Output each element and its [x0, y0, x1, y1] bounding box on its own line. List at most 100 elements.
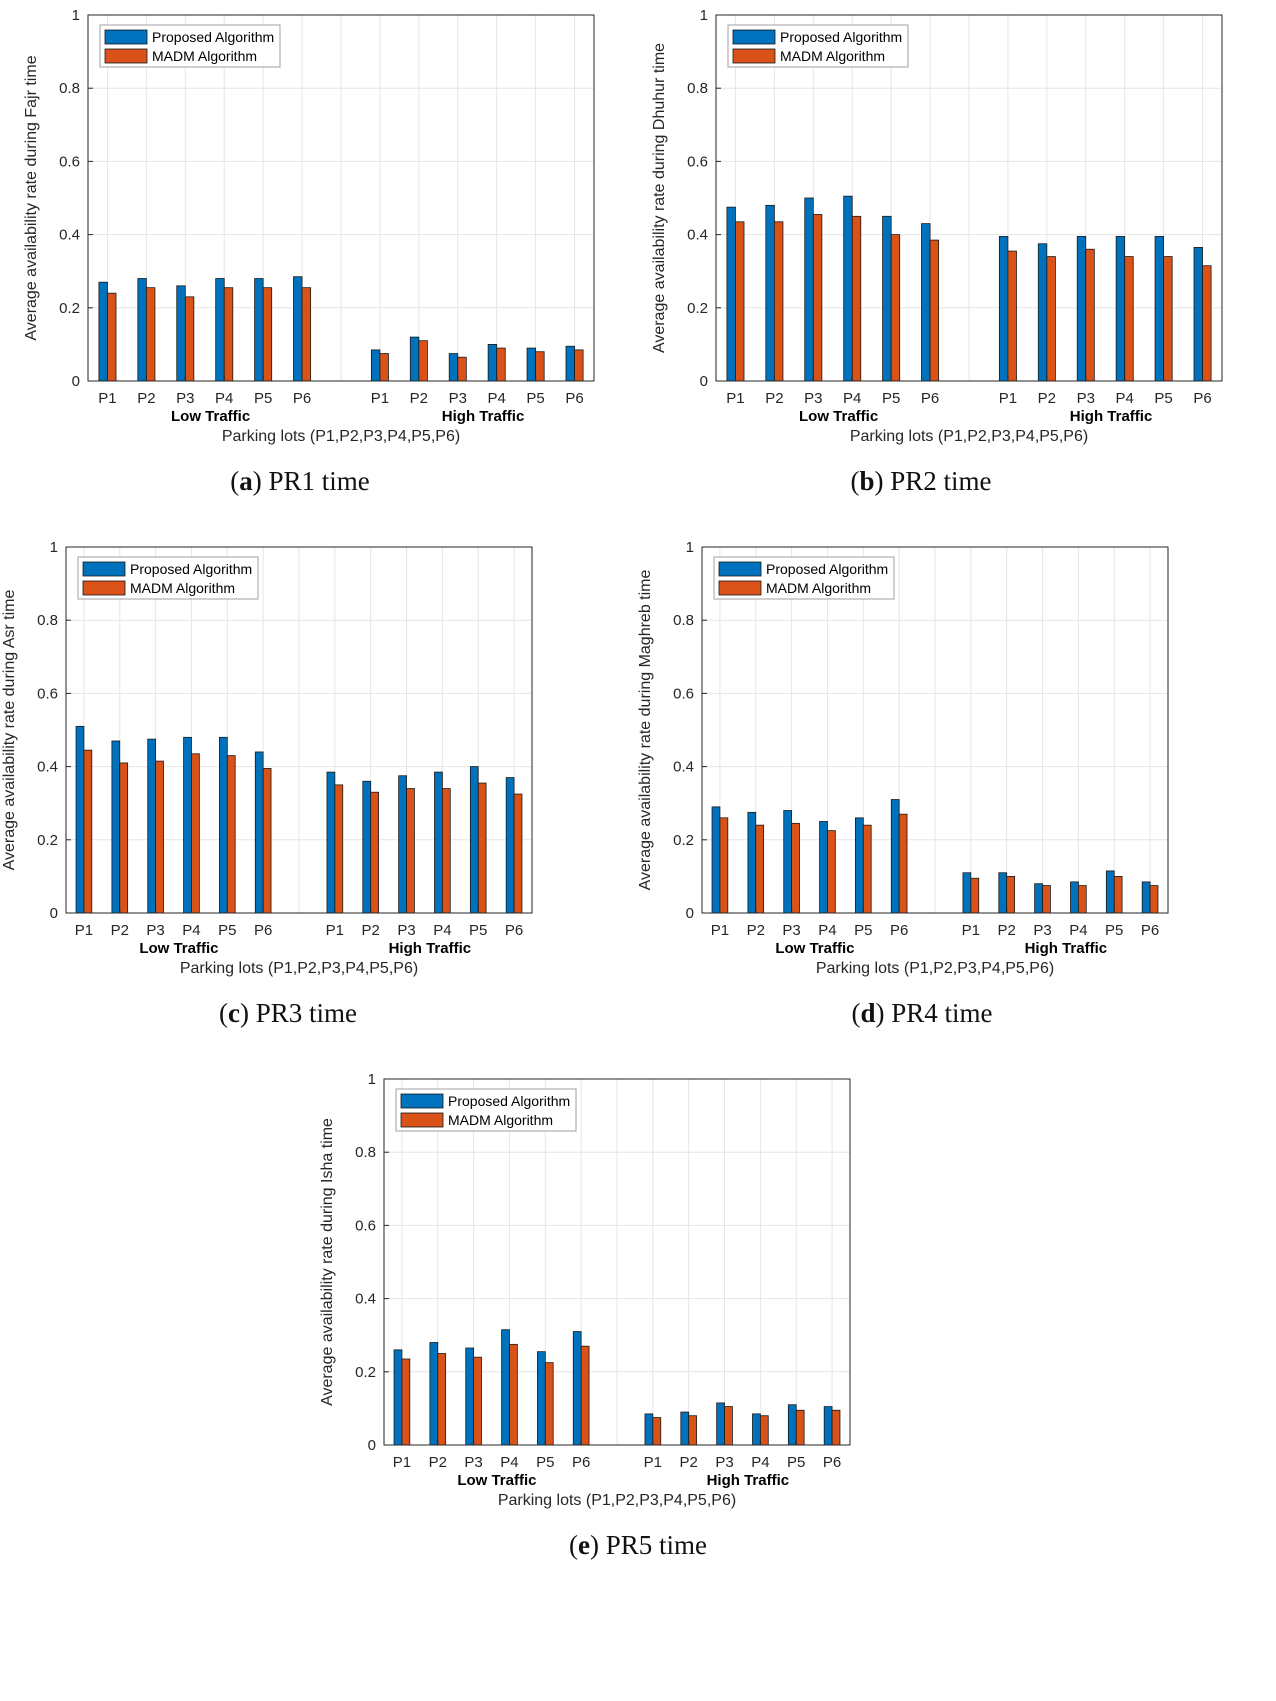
bar-madm — [457, 356, 467, 382]
x-axis-label: Parking lots (P1,P2,P3,P4,P5,P6) — [180, 960, 418, 977]
legend-label-proposed: Proposed Algorithm — [448, 1093, 570, 1109]
bar-proposed — [1115, 236, 1126, 382]
bar-madm — [1124, 256, 1134, 382]
chart-panel-c: 0 0.2 0.4 0.6 0.8 1 P1 P2 P3 P4 P5 P6 P1 P2 P3 P4 P5 P6 Lo… — [0, 532, 600, 1002]
bar-proposed — [787, 1404, 797, 1446]
bar-proposed — [526, 347, 537, 382]
bar-proposed — [429, 1342, 439, 1446]
bar-proposed — [1193, 247, 1203, 382]
bar-proposed — [219, 736, 228, 914]
bar-madm — [401, 1358, 411, 1446]
legend-label-proposed: Proposed Algorithm — [780, 29, 902, 45]
bar-madm — [226, 755, 236, 914]
group-label-low-traffic: Low Traffic — [799, 408, 878, 425]
bar-madm — [145, 287, 156, 382]
y-axis-label: Average availability rate during Dhuhur … — [651, 43, 668, 353]
bar-proposed — [752, 1413, 761, 1446]
bar-madm — [441, 788, 451, 914]
bar-proposed — [75, 725, 85, 914]
bar-madm — [1077, 885, 1087, 914]
bar-madm — [812, 214, 823, 382]
bar-madm — [1046, 256, 1056, 382]
bar-madm — [191, 753, 200, 914]
bar-proposed — [1037, 243, 1048, 382]
y-tick-label: 1 — [686, 539, 694, 556]
bar-madm — [437, 1353, 447, 1446]
bar-proposed — [716, 1402, 725, 1446]
y-tick-label: 0.6 — [59, 153, 80, 170]
bar-madm — [406, 788, 415, 914]
bar-proposed — [1141, 881, 1151, 914]
y-tick-label: 1 — [368, 1071, 376, 1088]
x-tick-label: P1 — [999, 390, 1017, 407]
bar-proposed — [147, 738, 157, 914]
y-tick-label: 0 — [50, 905, 58, 922]
legend-swatch-proposed — [104, 29, 148, 45]
bar-proposed — [469, 766, 479, 914]
bar-proposed — [137, 278, 147, 382]
y-axis-label: Average availability rate during Asr tim… — [1, 590, 18, 871]
x-tick-label: P3 — [176, 390, 194, 407]
bar-proposed — [843, 195, 853, 382]
chart-panel-a: 0 0.2 0.4 0.6 0.8 1 P1 P2 P3 P4 P5 P6 P1 P2 P3 P4 P5 P6 Lo… — [0, 0, 600, 470]
y-tick-label: 0.6 — [37, 685, 58, 702]
x-tick-label: P2 — [410, 390, 428, 407]
group-label-high-traffic: High Traffic — [1025, 940, 1108, 957]
legend-swatch-madm — [82, 580, 126, 596]
y-tick-label: 0.8 — [687, 80, 708, 97]
legend-label-proposed: Proposed Algorithm — [130, 561, 252, 577]
bar-proposed — [783, 810, 793, 914]
bar-proposed — [465, 1347, 475, 1446]
x-tick-label: P2 — [765, 390, 783, 407]
x-tick-label: P2 — [111, 922, 129, 939]
bar-proposed — [254, 278, 264, 382]
bar-proposed — [711, 806, 721, 914]
group-label-low-traffic: Low Traffic — [775, 940, 854, 957]
axes-box — [383, 1078, 851, 1446]
bar-proposed — [765, 204, 775, 382]
x-tick-label: P5 — [254, 390, 272, 407]
bar-madm — [1202, 265, 1212, 382]
x-tick-label: P3 — [804, 390, 822, 407]
bar-proposed — [1076, 236, 1087, 382]
bar-proposed — [448, 353, 459, 382]
legend-swatch-madm — [718, 580, 762, 596]
x-tick-label: P1 — [711, 922, 729, 939]
chart-panel-e: 0 0.2 0.4 0.6 0.8 1 P1 P2 P3 P4 P5 P6 P1 P2 P3 P4 P5 P6 Lo… — [318, 1064, 958, 1534]
x-tick-label: P6 — [505, 922, 523, 939]
x-tick-label: P4 — [433, 922, 451, 939]
bar-madm — [970, 877, 980, 914]
bar-proposed — [962, 872, 972, 914]
bar-madm — [509, 1343, 518, 1446]
bar-madm — [851, 215, 862, 382]
y-tick-label: 0 — [72, 373, 80, 390]
x-tick-label: P6 — [921, 390, 939, 407]
bar-proposed — [890, 799, 900, 914]
y-tick-label: 0.8 — [59, 80, 80, 97]
bar-proposed — [882, 215, 892, 382]
x-tick-label: P5 — [536, 1454, 554, 1471]
bar-madm — [1113, 875, 1123, 914]
bar-proposed — [921, 223, 931, 382]
bar-proposed — [565, 345, 575, 382]
x-tick-label: P3 — [1077, 390, 1095, 407]
x-tick-label: P6 — [890, 922, 908, 939]
chart-panel-b: 0 0.2 0.4 0.6 0.8 1 P1 P2 P3 P4 P5 P6 P1 P2 P3 P4 P5 P6 Lo… — [636, 0, 1276, 470]
group-label-low-traffic: Low Traffic — [171, 408, 250, 425]
bar-proposed — [393, 1349, 403, 1446]
bar-madm — [184, 296, 195, 382]
bar-proposed — [680, 1411, 690, 1446]
bar-proposed — [487, 343, 498, 382]
x-tick-label: P6 — [1193, 390, 1211, 407]
y-tick-label: 0.6 — [687, 153, 708, 170]
axes-box — [715, 14, 1223, 382]
bar-madm — [119, 762, 129, 914]
legend-label-madm: MADM Algorithm — [780, 48, 885, 64]
y-tick-label: 0.6 — [355, 1217, 376, 1234]
x-tick-label: P5 — [218, 922, 236, 939]
bar-proposed — [98, 281, 108, 382]
x-tick-label: P3 — [782, 922, 800, 939]
chart-e-svg: 0 0.2 0.4 0.6 0.8 1 P1 P2 P3 P4 P5 P6 P1 P2 P3 P4 P5 P6 Lo… — [319, 1071, 851, 1509]
bar-proposed — [537, 1351, 546, 1446]
bar-madm — [83, 749, 93, 914]
